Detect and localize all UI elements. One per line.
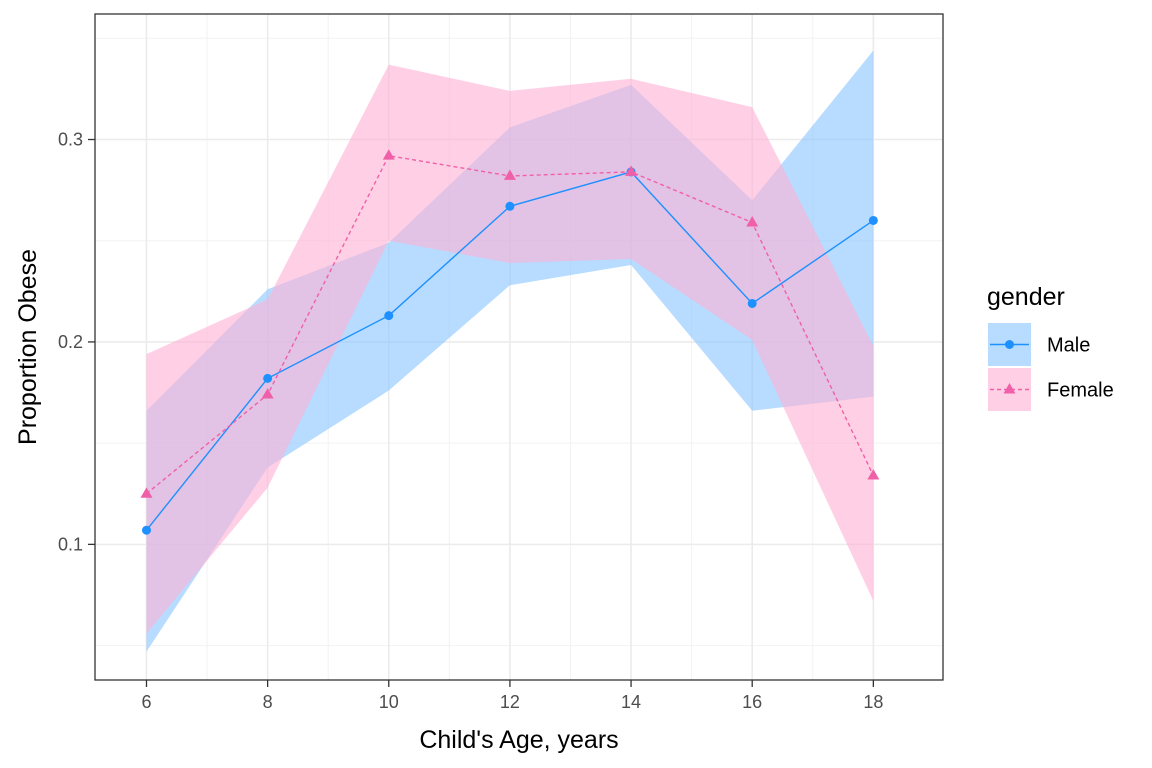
x-tick-label: 18 [863, 692, 883, 712]
legend-label-female: Female [1047, 380, 1114, 402]
point-male [141, 525, 151, 535]
y-axis: 0.1 0.2 0.3 [58, 130, 95, 554]
x-tick-label: 16 [742, 692, 762, 712]
point-male [263, 373, 273, 383]
point-male [384, 311, 394, 321]
x-tick-label: 14 [621, 692, 641, 712]
legend-title: gender [987, 283, 1065, 311]
point-male [747, 298, 757, 308]
point-female [382, 149, 395, 160]
confidence-ribbons [146, 50, 874, 652]
point-female [746, 216, 759, 227]
x-tick-label: 12 [500, 692, 520, 712]
legend-key-male [988, 323, 1031, 366]
y-tick-label: 0.3 [58, 130, 83, 150]
point-female [503, 169, 516, 180]
y-tick-label: 0.2 [58, 332, 83, 352]
x-tick-label: 6 [141, 692, 151, 712]
legend-items: Male Female [988, 323, 1114, 411]
ribbon-female [146, 64, 874, 634]
legend-key-female [988, 368, 1031, 411]
point-female [625, 165, 638, 176]
legend-marker [1003, 383, 1016, 394]
y-axis-title: Proportion Obese [14, 249, 42, 445]
point-female [140, 487, 153, 498]
x-axis-title: Child's Age, years [419, 726, 618, 754]
x-tick-label: 8 [263, 692, 273, 712]
legend-marker [1005, 340, 1014, 349]
y-tick-label: 0.1 [58, 534, 83, 554]
point-male [505, 201, 515, 211]
series-points [140, 149, 880, 535]
point-female [261, 388, 274, 399]
legend-label-male: Male [1047, 335, 1090, 357]
panel-border [94, 13, 944, 681]
x-tick-label: 10 [379, 692, 399, 712]
point-female [867, 469, 880, 480]
point-male [868, 215, 878, 225]
legend: gender Male Female [987, 283, 1114, 411]
x-axis: 6 8 10 12 14 16 18 [141, 680, 883, 712]
